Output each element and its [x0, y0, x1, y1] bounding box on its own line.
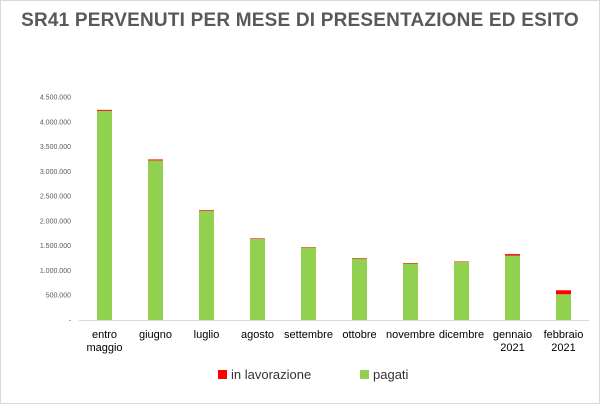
legend-label: in lavorazione [231, 367, 311, 382]
bar-segment-pagati [403, 263, 418, 320]
bar-segment-pagati [199, 210, 214, 320]
bar-segment-in-lavorazione [556, 290, 571, 295]
y-tick-label: - [69, 318, 72, 325]
x-tick-label: 2021 [500, 342, 524, 354]
y-tick-label: 3.500.000 [40, 144, 71, 151]
x-tick-label: entro [92, 329, 117, 341]
y-tick-label: 500.000 [46, 293, 71, 300]
bar-segment-pagati [352, 258, 367, 320]
y-tick-label: 1.000.000 [40, 268, 71, 275]
bar-segment-in-lavorazione [301, 247, 316, 248]
bar-segment-in-lavorazione [454, 261, 469, 263]
y-tick-label: 2.500.000 [40, 194, 71, 201]
bar-segment-in-lavorazione [250, 238, 265, 239]
bar-segment-in-lavorazione [148, 159, 163, 161]
legend-label: pagati [373, 367, 409, 382]
bar-segment-pagati [148, 160, 163, 320]
x-tick-label: maggio [86, 342, 122, 354]
bar-segment-pagati [97, 110, 112, 320]
bar-segment-in-lavorazione [505, 254, 520, 256]
bar-segment-in-lavorazione [199, 210, 214, 211]
bar-segment-in-lavorazione [97, 109, 112, 111]
y-tick-label: 4.000.000 [40, 119, 71, 126]
y-tick-label: 1.500.000 [40, 243, 71, 250]
y-tick-label: 3.000.000 [40, 169, 71, 176]
bar-segment-pagati [556, 294, 571, 320]
bar-segment-pagati [505, 255, 520, 320]
bar-segment-pagati [454, 262, 469, 320]
x-tick-label: febbraio [544, 329, 584, 341]
bar-segment-pagati [250, 238, 265, 320]
x-tick-label: luglio [194, 329, 220, 341]
x-tick-label: settembre [284, 329, 333, 341]
bar-segment-in-lavorazione [352, 258, 367, 259]
x-tick-label: 2021 [551, 342, 575, 354]
legend-swatch [218, 370, 227, 379]
x-tick-label: dicembre [439, 329, 484, 341]
chart-title: SR41 PERVENUTI PER MESE DI PRESENTAZIONE… [21, 10, 579, 31]
legend-swatch [360, 370, 369, 379]
x-tick-label: novembre [386, 329, 435, 341]
bar-segment-in-lavorazione [403, 263, 418, 264]
y-tick-label: 4.500.000 [40, 95, 71, 102]
x-tick-label: giugno [139, 329, 172, 341]
bar-segment-pagati [301, 247, 316, 320]
x-tick-label: ottobre [342, 329, 376, 341]
x-tick-label: agosto [241, 329, 274, 341]
y-tick-label: 2.000.000 [40, 218, 71, 225]
x-tick-label: gennaio [493, 329, 532, 341]
